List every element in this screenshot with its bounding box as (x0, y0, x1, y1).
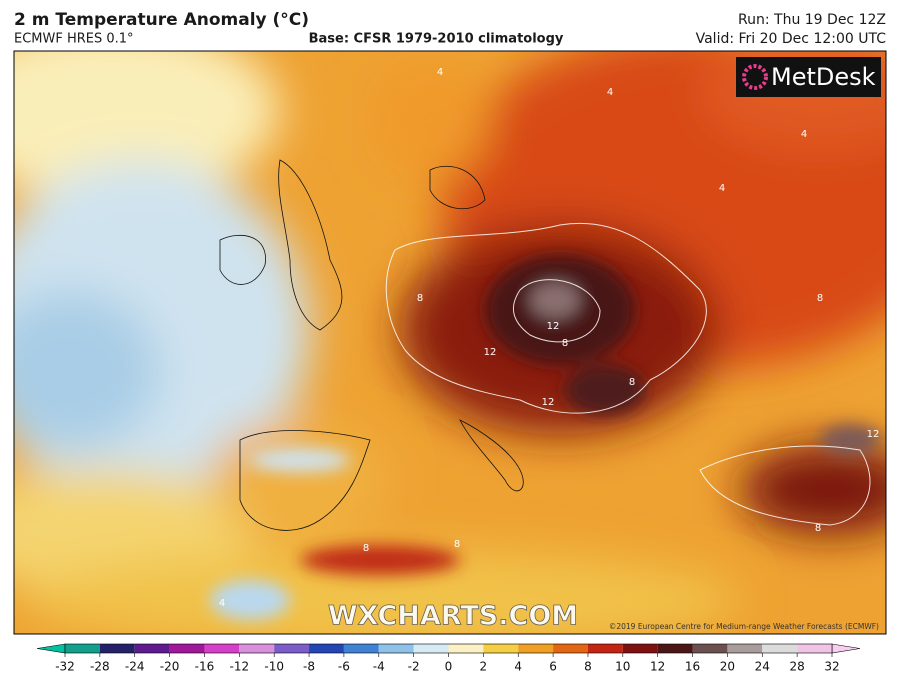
colorbar-segment (343, 644, 379, 653)
colorbar: -32 -28 -24 -20 -16 -12 -10 -8 -6 -4 -2 0 2 4 6 8 10 12 16… (36, 643, 861, 674)
colorbar-tick-label: 10 (615, 660, 630, 674)
colorbar-segment (587, 644, 623, 653)
logo-box (736, 57, 881, 97)
colorbar-segment (622, 644, 658, 653)
contour-label: 4 (719, 183, 725, 194)
colorbar-segment (378, 644, 414, 653)
title: 2 m Temperature Anomaly (°C) (14, 10, 309, 30)
colorbar-tick-label: -20 (160, 660, 180, 674)
colorbar-high-arrow (831, 643, 861, 654)
contours (385, 222, 871, 526)
colorbar-tick-label: 20 (720, 660, 735, 674)
logo: MetDesk (771, 63, 876, 91)
anomaly-core (210, 255, 880, 620)
colorbar-segment (239, 644, 275, 653)
colorbar-tick-label: -32 (55, 660, 75, 674)
colorbar-segment (448, 644, 484, 653)
base: Base: CFSR 1979-2010 climatology (309, 32, 564, 47)
colorbar-segment (274, 644, 310, 653)
colorbar-segment (692, 644, 728, 653)
anomaly-field (14, 51, 886, 634)
logo-icon (742, 64, 768, 90)
colorbar-tick-label: -10 (264, 660, 284, 674)
colorbar-segment (518, 644, 554, 653)
colorbar-segment (204, 644, 240, 653)
contour-label: 4 (437, 67, 443, 78)
colorbar-tick-label: 4 (514, 660, 522, 674)
contour-label: 4 (607, 87, 613, 98)
contour-label: 12 (542, 397, 555, 408)
contour-label: 4 (801, 129, 807, 140)
colorbar-segment (657, 644, 693, 653)
contour-label: 12 (484, 347, 497, 358)
contour-label: 12 (867, 429, 880, 440)
colorbar-tick-label: -28 (90, 660, 110, 674)
colorbar-tick-label: 16 (685, 660, 700, 674)
model: ECMWF HRES 0.1° (14, 32, 134, 47)
colorbar-tick-label: -4 (373, 660, 385, 674)
colorbar-tick-label: -8 (303, 660, 315, 674)
colorbar-tick-label: -12 (230, 660, 250, 674)
colorbar-segment (134, 644, 170, 653)
contour-label: 8 (562, 338, 568, 349)
colorbar-segment (169, 644, 205, 653)
valid: Valid: Fri 20 Dec 12:00 UTC (696, 31, 887, 47)
colorbar-tick-label: 24 (755, 660, 770, 674)
contour-label: 8 (629, 377, 635, 388)
colorbar-tick-label: -24 (125, 660, 145, 674)
colorbar-segment (65, 644, 100, 653)
colorbar-tick-label: 2 (480, 660, 488, 674)
colorbar-tick-label: 32 (824, 660, 839, 674)
colorbar-low-arrow (36, 643, 66, 654)
colorbar-tick-label: 28 (789, 660, 804, 674)
map-frame (13, 50, 887, 635)
contour-label: 8 (815, 523, 821, 534)
colorbar-segment (727, 644, 763, 653)
contour-label: 8 (454, 539, 460, 550)
colorbar-tick-label: -6 (338, 660, 350, 674)
colorbar-tick-label: 0 (445, 660, 453, 674)
contour-label: 4 (219, 598, 225, 609)
colorbar-tick-label: -16 (195, 660, 215, 674)
colorbar-segment (553, 644, 588, 653)
colorbar-segment (483, 644, 519, 653)
colorbar-tick-label: 12 (650, 660, 665, 674)
colorbar-segment (309, 644, 344, 653)
contour-label: 8 (817, 293, 823, 304)
copyright: ©2019 European Centre for Medium-range W… (609, 622, 879, 631)
colorbar-segment (762, 644, 798, 653)
colorbar-tick-label: 6 (549, 660, 557, 674)
watermark: WXCHARTS.COM (328, 601, 578, 632)
coastlines (219, 159, 524, 531)
colorbar-tick-label: -2 (408, 660, 420, 674)
colorbar-tick-label: 8 (584, 660, 592, 674)
contour-label: 12 (547, 321, 560, 332)
contour-label: 8 (363, 543, 369, 554)
colorbar-segment (797, 644, 832, 653)
run: Run: Thu 19 Dec 12Z (738, 12, 886, 28)
contour-label: 8 (417, 293, 423, 304)
colorbar-segment (99, 644, 135, 653)
colorbar-segment (413, 644, 449, 653)
